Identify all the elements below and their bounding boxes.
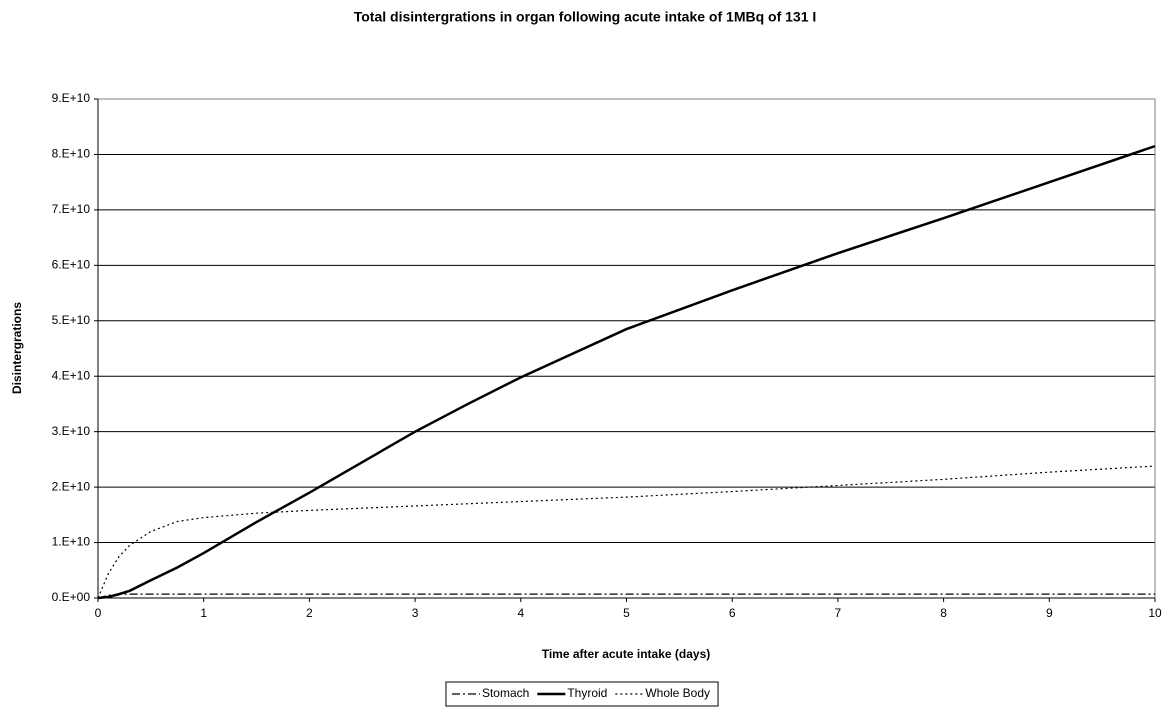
y-tick-label: 7.E+10: [52, 202, 91, 216]
chart-title: Total disintergrations in organ followin…: [354, 9, 817, 25]
x-tick-label: 7: [835, 606, 842, 620]
x-tick-label: 2: [306, 606, 313, 620]
x-tick-label: 3: [412, 606, 419, 620]
x-tick-label: 4: [517, 606, 524, 620]
legend: Stomach Thyroid Whole Body: [445, 681, 719, 707]
legend-label: Stomach: [482, 686, 529, 700]
y-tick-label: 5.E+10: [52, 313, 91, 327]
y-tick-label: 9.E+10: [52, 91, 91, 105]
x-tick-label: 10: [1148, 606, 1162, 620]
series-line: [97, 144, 1156, 600]
y-tick-label: 1.E+10: [52, 535, 91, 549]
x-tick-label: 0: [95, 606, 102, 620]
y-tick-label: 0.E+00: [52, 590, 91, 604]
legend-label: Whole Body: [645, 686, 710, 700]
y-tick-label: 4.E+10: [52, 368, 91, 382]
x-tick-label: 5: [623, 606, 630, 620]
x-tick-label: 8: [940, 606, 947, 620]
x-tick-label: 6: [729, 606, 736, 620]
series-line: [97, 465, 1156, 599]
legend-box: [445, 681, 719, 707]
legend-label: Thyroid: [567, 686, 607, 700]
x-axis-label: Time after acute intake (days): [542, 647, 711, 661]
y-tick-label: 6.E+10: [52, 258, 91, 272]
x-tick-label: 9: [1046, 606, 1053, 620]
y-axis-label: Disintergrations: [10, 302, 24, 394]
series-line: [97, 593, 1155, 599]
y-tick-label: 8.E+10: [52, 147, 91, 161]
y-tick-label: 2.E+10: [52, 479, 91, 493]
y-tick-label: 3.E+10: [52, 424, 91, 438]
x-tick-label: 1: [200, 606, 207, 620]
